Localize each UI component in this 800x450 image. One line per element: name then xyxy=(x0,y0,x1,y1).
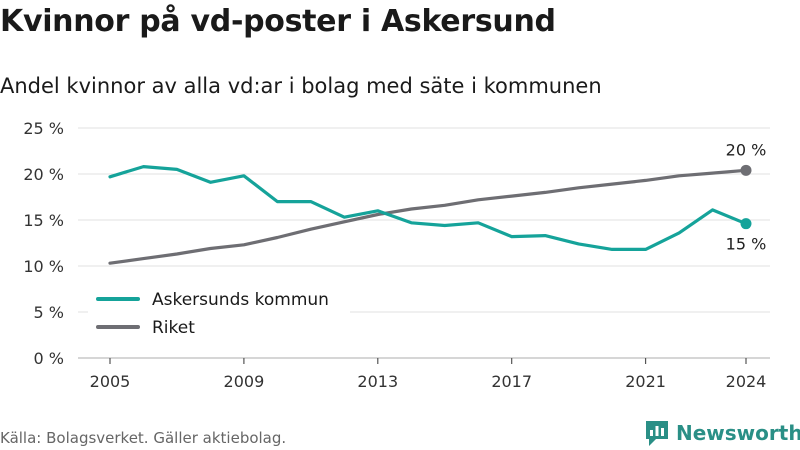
x-tick-label: 2017 xyxy=(491,372,532,391)
y-tick-label: 25 % xyxy=(23,119,64,138)
series-line-riket xyxy=(108,168,748,265)
series-end-label: 15 % xyxy=(726,235,767,254)
x-tick-label: 2005 xyxy=(90,372,131,391)
series-end-label: 20 % xyxy=(726,140,767,159)
end-labels: 20 % 15 % xyxy=(726,140,767,253)
source-note: Källa: Bolagsverket. Gäller aktiebolag. xyxy=(0,429,287,447)
y-tick-label: 5 % xyxy=(34,303,64,322)
legend-background xyxy=(88,282,350,344)
grid-lines xyxy=(78,127,770,359)
x-tick-label: 2021 xyxy=(625,372,666,391)
x-tick-label: 2013 xyxy=(357,372,398,391)
axes: 0 % 5 % 10 % 15 % 20 % 25 % 2005 2009 2013 2017 20… xyxy=(23,119,766,391)
x-tick-label: 2009 xyxy=(224,372,265,391)
chart-subtitle: Andel kvinnor av alla vd:ar i bolag med … xyxy=(0,74,602,98)
legend-label: Askersunds kommun xyxy=(152,290,329,310)
chart-title: Kvinnor på vd-poster i Askersund xyxy=(0,4,556,39)
y-tick-label: 10 % xyxy=(23,257,64,276)
brand-name: Newsworthy xyxy=(676,421,800,445)
y-tick-label: 15 % xyxy=(23,211,64,230)
legend: Askersunds kommun Riket xyxy=(88,282,350,344)
newsworthy-logo-icon xyxy=(646,421,668,446)
legend-label: Riket xyxy=(152,318,195,338)
x-tick-label: 2024 xyxy=(726,372,767,391)
y-tick-label: 0 % xyxy=(34,349,64,368)
series-end-point xyxy=(740,164,752,176)
series-lines xyxy=(108,164,752,265)
brand-logo: Newsworthy xyxy=(644,418,800,448)
series-line-askersund xyxy=(108,165,748,251)
y-tick-label: 20 % xyxy=(23,165,64,184)
series-end-point xyxy=(740,218,752,230)
